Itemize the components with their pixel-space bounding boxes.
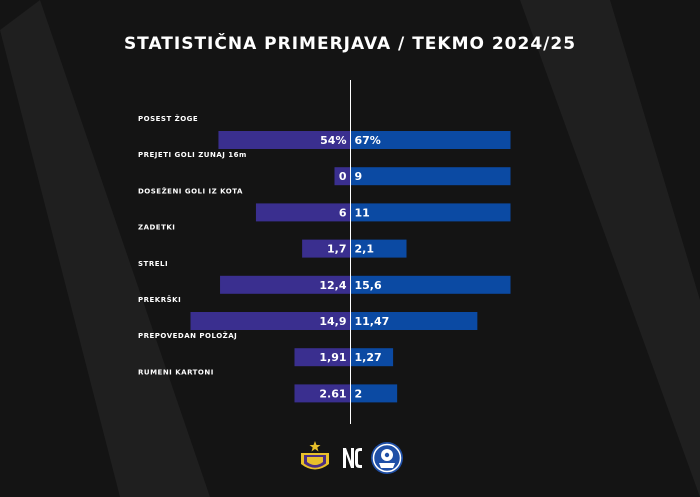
- maribor-crest-icon: [301, 441, 329, 470]
- value-label-left-1: 0: [339, 170, 347, 183]
- category-label-3: ZADETKI: [138, 224, 175, 232]
- bg-stripe-left: [0, 0, 210, 497]
- bars-group: [190, 131, 511, 403]
- value-label-left-0: 54%: [320, 134, 346, 147]
- bar-left-2: [255, 203, 351, 222]
- category-label-7: RUMENI KARTONI: [138, 368, 214, 376]
- category-labels-group: POSEST ŽOGE PREJETI GOLI ZUNAJ 16m DOSEŽEN…: [138, 114, 247, 376]
- bar-left-4: [220, 275, 351, 294]
- category-label-1: PREJETI GOLI ZUNAJ 16m: [138, 151, 247, 159]
- value-label-right-6: 1,27: [355, 351, 382, 364]
- bar-right-0: [350, 131, 511, 149]
- bar-right-5: [350, 312, 478, 330]
- bar-left-5: [190, 312, 351, 330]
- category-label-6: PREPOVEDAN POLOŽAJ: [138, 331, 237, 340]
- logos-row: [301, 441, 403, 474]
- value-label-left-4: 12,4: [319, 279, 346, 292]
- bar-right-1: [350, 167, 511, 186]
- category-label-4: STRELI: [138, 260, 168, 268]
- bar-right-4: [350, 275, 511, 294]
- bar-left-3: [302, 239, 351, 258]
- category-label-2: DOSEŽENI GOLI IZ KOTA: [138, 186, 243, 195]
- bar-right-3: [350, 239, 407, 258]
- bar-right-2: [350, 203, 511, 222]
- value-label-right-0: 67%: [355, 134, 381, 147]
- value-labels-group: 54% 67% 0 9 6 11 1,7 2,1 12,4 15,6 14,9 11,47 1,91 1,…: [319, 134, 389, 400]
- bar-left-0: [218, 131, 351, 149]
- value-label-right-3: 2,1: [355, 243, 375, 256]
- value-label-left-6: 1,91: [319, 351, 346, 364]
- bar-right-7: [350, 384, 398, 403]
- value-label-right-5: 11,47: [355, 315, 390, 328]
- category-label-0: POSEST ŽOGE: [138, 114, 198, 123]
- bar-left-1: [334, 167, 351, 186]
- bar-left-6: [294, 348, 351, 367]
- bar-left-7: [294, 384, 351, 403]
- value-label-left-2: 6: [339, 206, 347, 219]
- brand-logo-icon: [343, 448, 362, 468]
- value-label-right-7: 2: [355, 387, 363, 400]
- opponent-crest-icon: [371, 442, 403, 474]
- value-label-right-1: 9: [355, 170, 363, 183]
- value-label-left-7: 2.61: [319, 387, 346, 400]
- bar-right-6: [350, 348, 394, 367]
- category-label-5: PREKRŠKI: [138, 295, 181, 304]
- value-label-left-3: 1,7: [327, 243, 347, 256]
- value-label-right-2: 11: [355, 206, 370, 219]
- page-title: STATISTIČNA PRIMERJAVA / TEKMO 2024/25: [123, 34, 577, 54]
- value-label-left-5: 14,9: [319, 315, 346, 328]
- bg-stripe-right: [520, 0, 700, 497]
- value-label-right-4: 15,6: [355, 279, 382, 292]
